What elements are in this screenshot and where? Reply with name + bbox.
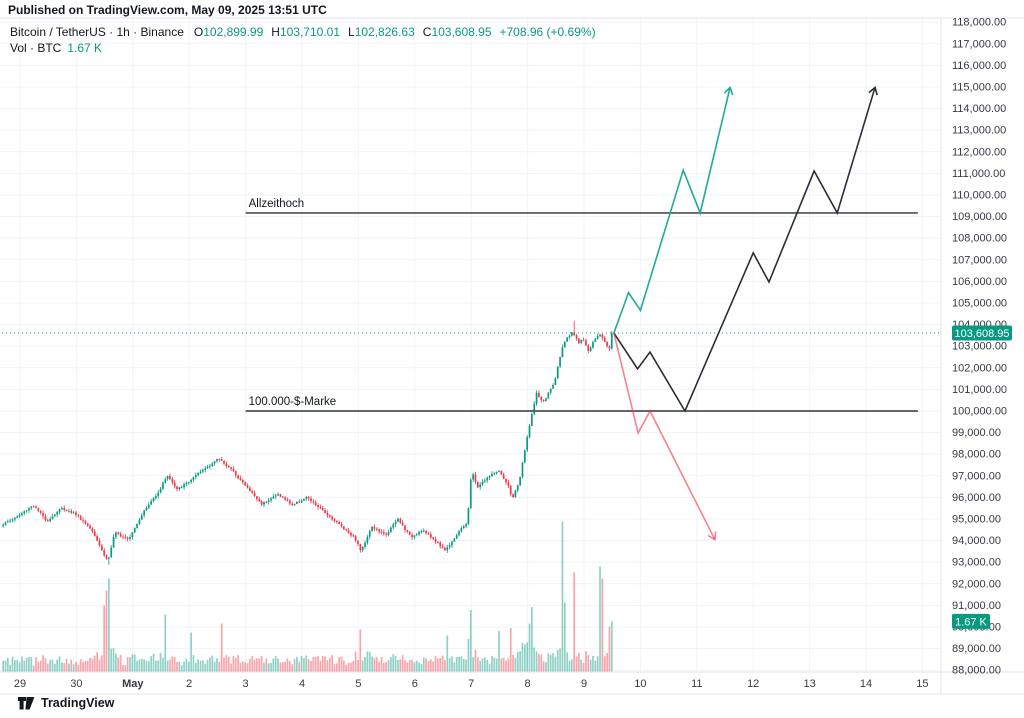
level-line-ath[interactable]: Allzeithoch (245, 198, 918, 214)
high-value: 103,710.01 (279, 25, 341, 39)
level-label-100k: 100.000-$-Marke (249, 396, 337, 408)
time-axis-label: 8 (525, 678, 531, 690)
price-axis-label: 94,000.00 (952, 535, 1001, 547)
price-badge: 103,608.95 (952, 325, 1012, 341)
chart-frame (0, 17, 1024, 695)
tradingview-logo-icon (18, 696, 35, 709)
price-axis-label: 102,000.00 (952, 362, 1007, 374)
price-axis-label: 117,000.00 (952, 38, 1006, 50)
price-axis-label: 101,000.00 (952, 384, 1007, 396)
time-axis-label: 5 (355, 678, 361, 690)
volume-bars (2, 521, 613, 672)
svg-text:1.67 K: 1.67 K (955, 616, 987, 628)
price-axis-label: 91,000.00 (952, 600, 1001, 612)
price-axis-label: 88,000.00 (952, 665, 1001, 677)
price-axis-label: 106,000.00 (952, 276, 1007, 288)
time-axis-label: 13 (803, 678, 815, 690)
volume-badge: 1.67 K (952, 613, 990, 629)
open-label: O (193, 25, 204, 39)
time-axis-label: 11 (691, 678, 702, 690)
time-axis-label: May (122, 678, 144, 690)
price-axis-label: 113,000.00 (952, 125, 1006, 137)
symbol-title: Bitcoin / TetherUS · 1h · Binance (10, 25, 184, 39)
price-axis-label: 105,000.00 (952, 298, 1007, 310)
close-label: C (422, 25, 432, 39)
candlesticks (2, 320, 613, 565)
time-axis-label: 7 (468, 678, 474, 690)
price-axis-label: 112,000.00 (952, 146, 1006, 158)
change-value: +708.96 (+0.69%) (499, 25, 596, 39)
grid (0, 18, 941, 672)
price-axis-label: 100,000.00 (952, 406, 1007, 418)
price-axis-label: 97,000.00 (952, 470, 1001, 482)
volume-label: Vol · BTC (10, 41, 62, 55)
price-axis-label: 99,000.00 (952, 427, 1001, 439)
price-axis-label: 114,000.00 (952, 103, 1006, 115)
price-axis-label: 109,000.00 (952, 211, 1007, 223)
time-axis-label: 12 (747, 678, 759, 690)
low-label: L (348, 25, 355, 39)
price-axis-label: 107,000.00 (952, 254, 1007, 266)
volume-value: 1.67 K (67, 41, 103, 55)
svg-text:103,608.95: 103,608.95 (954, 328, 1009, 340)
price-axis-label: 115,000.00 (952, 82, 1006, 94)
time-axis-label: 10 (634, 678, 646, 690)
price-axis-label: 95,000.00 (952, 514, 1001, 526)
published-note: Published on TradingView.com, May 09, 20… (8, 3, 327, 17)
time-axis[interactable]: 29 30 May 2 3 4 5 6 7 8 9 10 11 12 13 14 15 (14, 678, 929, 690)
close-value: 103,608.95 (431, 25, 492, 39)
price-axis-label: 93,000.00 (952, 557, 1001, 569)
legend-volume-row: Vol · BTC 1.67 K (10, 40, 596, 56)
price-axis-label: 98,000.00 (952, 449, 1001, 461)
chart-legend: Bitcoin / TetherUS · 1h · Binance O102,89… (10, 24, 596, 56)
price-axis-label: 92,000.00 (952, 578, 1001, 590)
price-axis-label: 89,000.00 (952, 643, 1001, 655)
time-axis-label: 15 (916, 678, 928, 690)
arrow-head-icon (723, 85, 734, 96)
time-axis-label: 14 (860, 678, 872, 690)
time-axis-label: 2 (186, 678, 192, 690)
price-axis-label: 118,000.00 (952, 17, 1006, 29)
price-axis-label: 108,000.00 (952, 233, 1007, 245)
open-value: 102,899.99 (203, 25, 264, 39)
time-axis-label: 4 (299, 678, 305, 690)
arrow-head-icon (868, 86, 878, 96)
tradingview-logo[interactable]: TradingView (18, 696, 114, 710)
price-axis[interactable]: 88,000.0089,000.0090,000.0091,000.0092,0… (952, 17, 1007, 677)
arrow-head-icon (707, 531, 717, 541)
high-label: H (271, 25, 280, 39)
price-axis-label: 103,000.00 (952, 341, 1007, 353)
time-axis-label: 29 (14, 678, 26, 690)
bearish-scenario-red[interactable] (613, 332, 717, 541)
time-axis-label: 9 (581, 678, 587, 690)
low-value: 102,826.63 (354, 25, 415, 39)
price-axis-label: 116,000.00 (952, 60, 1006, 72)
price-axis-label: 111,000.00 (952, 168, 1005, 180)
price-axis-label: 96,000.00 (952, 492, 1001, 504)
bullish-scenario-teal[interactable] (613, 85, 734, 334)
time-axis-label: 6 (412, 678, 418, 690)
time-axis-label: 3 (243, 678, 249, 690)
legend-symbol-row: Bitcoin / TetherUS · 1h · Binance O102,89… (10, 24, 596, 40)
tradingview-brand-text: TradingView (41, 696, 115, 710)
level-line-100k[interactable]: 100.000-$-Marke (245, 396, 918, 412)
price-axis-label: 110,000.00 (952, 190, 1006, 202)
bullish-scenario-black[interactable] (613, 86, 878, 413)
level-label-ath: Allzeithoch (249, 198, 305, 210)
time-axis-label: 30 (70, 678, 82, 690)
